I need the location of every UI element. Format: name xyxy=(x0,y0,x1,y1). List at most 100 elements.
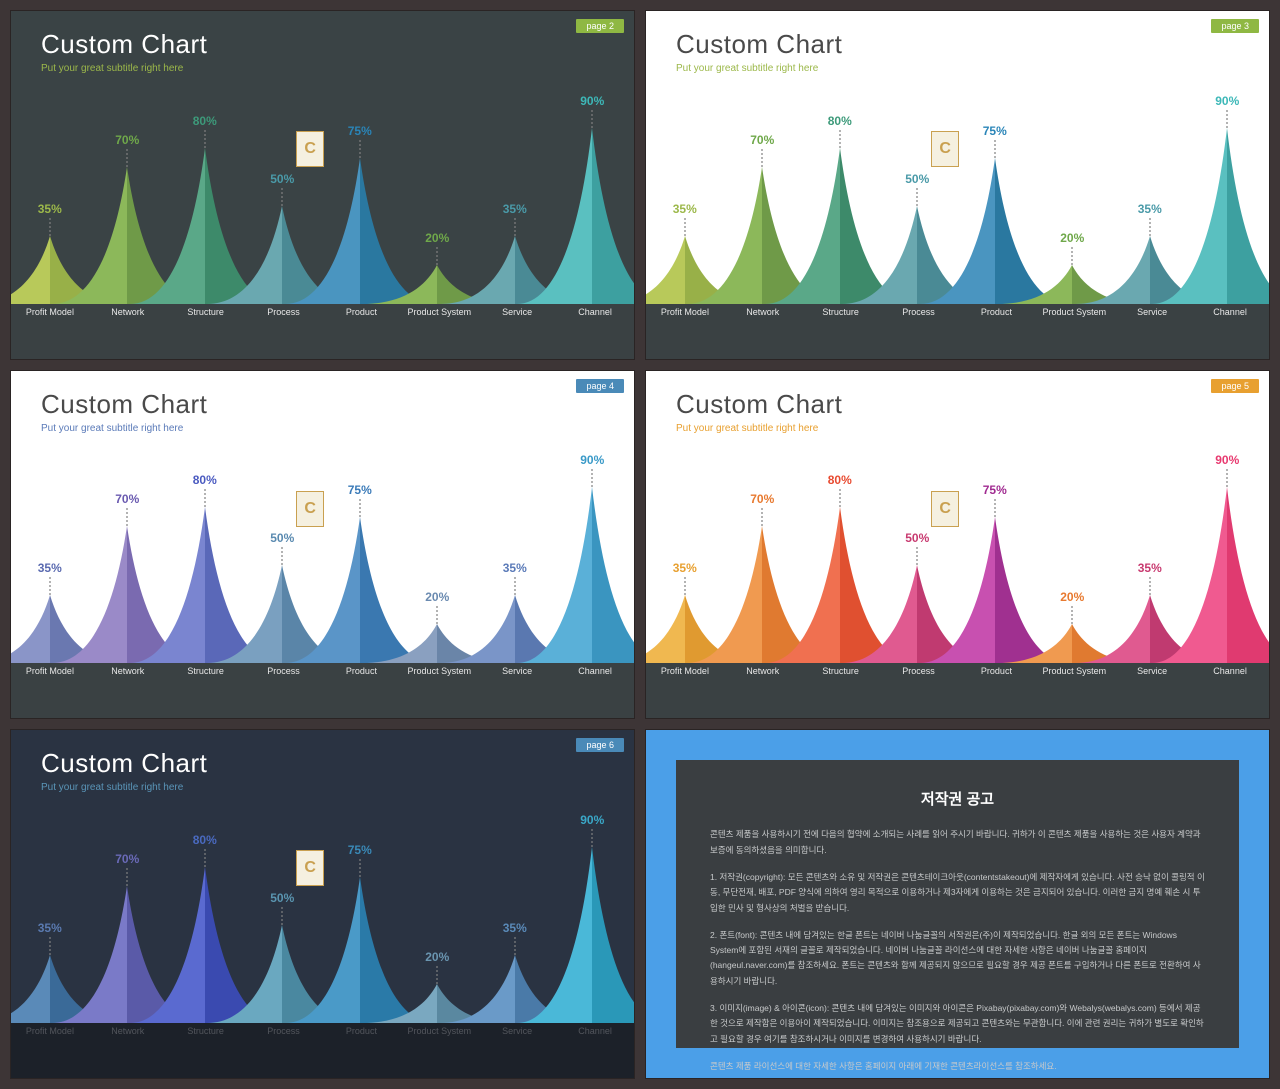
copyright-panel: 저작권 공고콘텐츠 제품을 사용하시기 전에 다음의 협약에 소개되는 사례를 … xyxy=(645,729,1270,1079)
category-label: Network xyxy=(724,307,802,321)
chart-title: Custom Chart xyxy=(676,389,842,420)
leader-line xyxy=(916,188,918,206)
category-label: Profit Model xyxy=(646,307,724,321)
leader-line xyxy=(1226,469,1228,487)
chart-subtitle: Put your great subtitle right here xyxy=(41,782,183,793)
category-label: Network xyxy=(724,666,802,680)
category-label: Product System xyxy=(400,307,478,321)
copyright-paragraph: 콘텐츠 제품 라이선스에 대한 자세한 사항은 홈페이지 아래에 기재한 콘텐츠… xyxy=(710,1059,1205,1074)
leader-line xyxy=(126,149,128,167)
category-label: Process xyxy=(880,666,958,680)
leader-line xyxy=(126,868,128,886)
page-badge: page 6 xyxy=(576,738,624,752)
value-label: 90% xyxy=(1215,94,1239,108)
category-label: Process xyxy=(245,666,323,680)
category-label: Product xyxy=(958,307,1036,321)
value-label: 90% xyxy=(1215,453,1239,467)
contents-logo: C xyxy=(296,850,324,886)
chart-subtitle: Put your great subtitle right here xyxy=(41,423,183,434)
value-label: 80% xyxy=(828,114,852,128)
leader-line xyxy=(49,218,51,236)
chart-area: 35% 70% 80% 50% 75% 20% 35% 90% xyxy=(11,458,634,663)
chart-subtitle: Put your great subtitle right here xyxy=(41,63,183,74)
chart-subtitle: Put your great subtitle right here xyxy=(676,423,818,434)
contents-logo: C xyxy=(931,131,959,167)
category-label: Structure xyxy=(167,666,245,680)
chart-title: Custom Chart xyxy=(41,29,207,60)
value-label: 80% xyxy=(193,473,217,487)
leader-line xyxy=(281,547,283,565)
leader-line xyxy=(916,547,918,565)
leader-line xyxy=(994,499,996,517)
category-labels: Profit ModelNetworkStructureProcess Produ… xyxy=(11,307,634,321)
value-label: 70% xyxy=(115,133,139,147)
page-badge: page 3 xyxy=(1211,19,1259,33)
chart-peak: 90% xyxy=(517,128,635,304)
copyright-body: 저작권 공고콘텐츠 제품을 사용하시기 전에 다음의 협약에 소개되는 사례를 … xyxy=(676,760,1239,1048)
leader-line xyxy=(514,218,516,236)
leader-line xyxy=(49,577,51,595)
chart-panel: page 4Custom ChartPut your great subtitl… xyxy=(10,370,635,720)
chart-subtitle: Put your great subtitle right here xyxy=(676,63,818,74)
leader-line xyxy=(684,577,686,595)
category-label: Process xyxy=(245,307,323,321)
value-label: 70% xyxy=(750,133,774,147)
copyright-paragraph: 2. 폰트(font): 콘텐츠 내에 담겨있는 한글 폰트는 네이버 나눔글꼴… xyxy=(710,928,1205,989)
category-label: Profit Model xyxy=(11,666,89,680)
chart-peak: 90% xyxy=(517,487,635,663)
value-label: 90% xyxy=(580,453,604,467)
leader-line xyxy=(591,829,593,847)
value-label: 80% xyxy=(193,833,217,847)
leader-line xyxy=(514,937,516,955)
copyright-title: 저작권 공고 xyxy=(710,788,1205,809)
value-label: 80% xyxy=(828,473,852,487)
leader-line xyxy=(761,508,763,526)
category-labels: Profit ModelNetworkStructureProcessProdu… xyxy=(11,666,634,680)
chart-title: Custom Chart xyxy=(41,389,207,420)
contents-logo: C xyxy=(296,491,324,527)
page-badge: page 5 xyxy=(1211,379,1259,393)
value-label: 80% xyxy=(193,114,217,128)
category-label: Channel xyxy=(556,666,634,680)
category-label: Structure xyxy=(167,307,245,321)
leader-line xyxy=(839,130,841,148)
category-labels: Profit ModelNetworkStructureProcessProdu… xyxy=(646,307,1269,321)
leader-line xyxy=(281,907,283,925)
leader-line xyxy=(204,849,206,867)
chart-title: Custom Chart xyxy=(676,29,842,60)
leader-line xyxy=(436,606,438,624)
category-label: Profit Model xyxy=(11,307,89,321)
leader-line xyxy=(436,247,438,265)
leader-line xyxy=(1071,606,1073,624)
category-label: Structure xyxy=(802,666,880,680)
value-label: 70% xyxy=(115,852,139,866)
leader-line xyxy=(436,966,438,984)
contents-logo: C xyxy=(296,131,324,167)
category-label: Service xyxy=(1113,307,1191,321)
copyright-paragraph: 콘텐츠 제품을 사용하시기 전에 다음의 협약에 소개되는 사례를 읽어 주시기… xyxy=(710,827,1205,858)
chart-peak: 90% xyxy=(1152,128,1270,304)
chart-panel: page 2Custom ChartPut your great subtitl… xyxy=(10,10,635,360)
chart-peak: 90% xyxy=(517,847,635,1023)
category-label: Structure xyxy=(802,307,880,321)
chart-area: 35% 70% 80% 50% 75% 20% 35% 90% xyxy=(11,99,634,304)
value-label: 70% xyxy=(115,492,139,506)
value-label: 75% xyxy=(348,843,372,857)
leader-line xyxy=(1071,247,1073,265)
category-label: Service xyxy=(478,307,556,321)
leader-line xyxy=(761,149,763,167)
category-label: Product System xyxy=(1035,666,1113,680)
leader-line xyxy=(281,188,283,206)
category-label: Channel xyxy=(556,307,634,321)
category-label: Product xyxy=(323,666,401,680)
category-label: Channel xyxy=(1191,307,1269,321)
value-label: 90% xyxy=(580,813,604,827)
category-label: Network xyxy=(89,307,167,321)
category-label: Product xyxy=(958,666,1036,680)
leader-line xyxy=(839,489,841,507)
leader-line xyxy=(359,859,361,877)
leader-line xyxy=(994,140,996,158)
chart-area: 35% 70% 80% 50% 75% 20% 35% 90% xyxy=(646,458,1269,663)
value-label: 75% xyxy=(983,483,1007,497)
leader-line xyxy=(204,489,206,507)
